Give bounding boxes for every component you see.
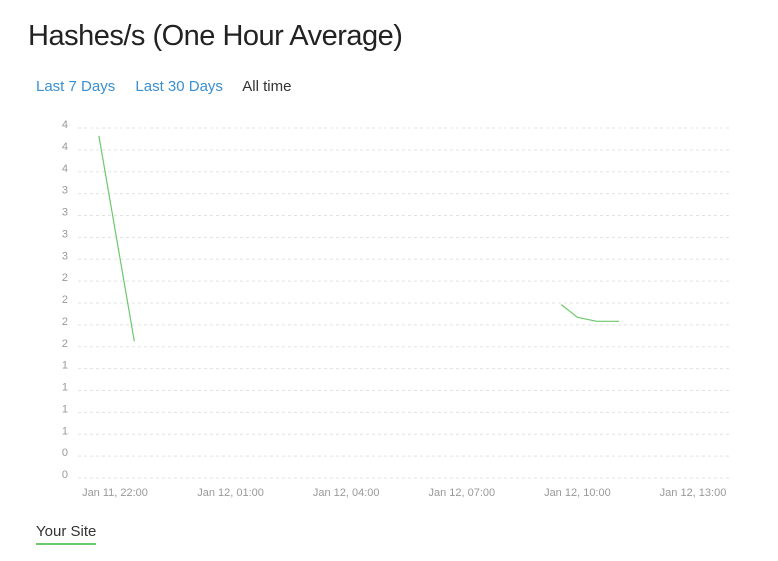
x-tick-label: Jan 12, 10:00 [544,487,611,499]
y-tick-label: 1 [62,382,68,394]
legend-swatch [36,543,96,545]
y-tick-label: 3 [62,207,68,219]
series-lines [98,135,620,342]
range-last-7-days[interactable]: Last 7 Days [36,78,116,95]
y-axis-ticks: 4 4 4 3 3 3 3 2 2 2 2 1 1 1 1 0 0 [62,119,68,481]
range-all-time[interactable]: All time [242,78,292,95]
range-last-30-days[interactable]: Last 30 Days [135,78,223,95]
legend-label: Your Site [36,523,97,540]
x-tick-label: Jan 12, 01:00 [197,487,264,499]
y-tick-label: 1 [62,403,68,415]
y-tick-label: 2 [62,338,68,350]
y-tick-label: 4 [62,119,68,131]
y-tick-label: 1 [62,425,68,437]
series-line-segment [560,304,620,322]
x-tick-label: Jan 11, 22:00 [82,487,148,499]
chart-title: Hashes/s (One Hour Average) [28,20,403,52]
y-tick-label: 3 [62,250,68,262]
x-tick-label: Jan 12, 07:00 [428,487,495,499]
y-tick-label: 3 [62,228,68,240]
y-tick-label: 2 [62,272,68,284]
y-tick-label: 0 [62,469,68,481]
y-tick-label: 3 [62,185,68,197]
grid-lines [78,127,732,479]
y-tick-label: 1 [62,360,68,372]
y-tick-label: 4 [62,141,68,153]
x-axis-ticks: Jan 11, 22:00 Jan 12, 01:00 Jan 12, 04:00 J… [82,487,726,499]
y-tick-label: 4 [62,163,68,175]
y-tick-label: 2 [62,294,68,306]
time-range-selector: Last 7 Days Last 30 Days All time [36,78,307,95]
x-tick-label: Jan 12, 04:00 [313,487,380,499]
x-tick-label: Jan 12, 13:00 [660,487,727,499]
series-line-segment [98,135,135,342]
legend-item-your-site[interactable]: Your Site [36,523,97,545]
y-tick-label: 0 [62,447,68,459]
y-tick-label: 2 [62,316,68,328]
